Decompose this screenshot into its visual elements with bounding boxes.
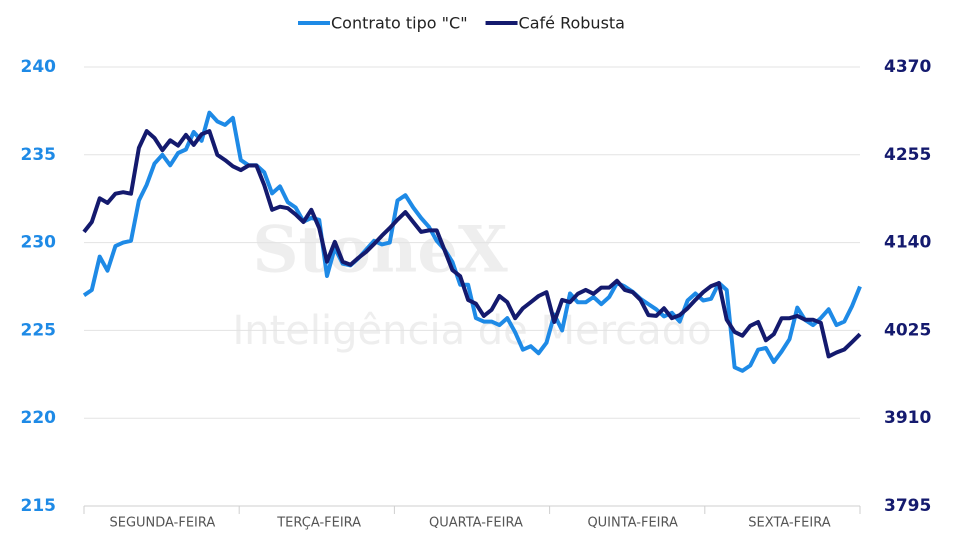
x-tick-label: TERÇA-FEIRA (276, 516, 361, 531)
series-line (82, 129, 862, 359)
y-tick-label: 230 (21, 233, 57, 253)
y-tick-label: 220 (21, 408, 57, 428)
y2-tick-label: 4140 (884, 233, 931, 253)
x-tick-label: SEGUNDA-FEIRA (109, 516, 215, 531)
watermark-tagline: Inteligência de Mercado (232, 308, 711, 354)
y2-tick-label: 4255 (884, 145, 931, 165)
x-tick-label: SEXTA-FEIRA (748, 516, 830, 531)
y2-tick-label: 4025 (884, 320, 931, 340)
y2-tick-label: 3910 (884, 408, 931, 428)
y2-tick-label: 3795 (884, 496, 931, 516)
legend-label: Contrato tipo "C" (331, 14, 468, 33)
y-tick-label: 235 (21, 145, 57, 165)
x-tick-label: QUARTA-FEIRA (429, 516, 523, 531)
y-tick-label: 215 (21, 496, 57, 516)
y-tick-label: 240 (21, 57, 57, 77)
x-tick-label: QUINTA-FEIRA (587, 516, 678, 531)
y2-tick-label: 4370 (884, 57, 931, 77)
legend-label: Café Robusta (519, 14, 625, 33)
watermark-brand: StoneX (252, 213, 508, 288)
y-tick-label: 225 (21, 320, 57, 340)
